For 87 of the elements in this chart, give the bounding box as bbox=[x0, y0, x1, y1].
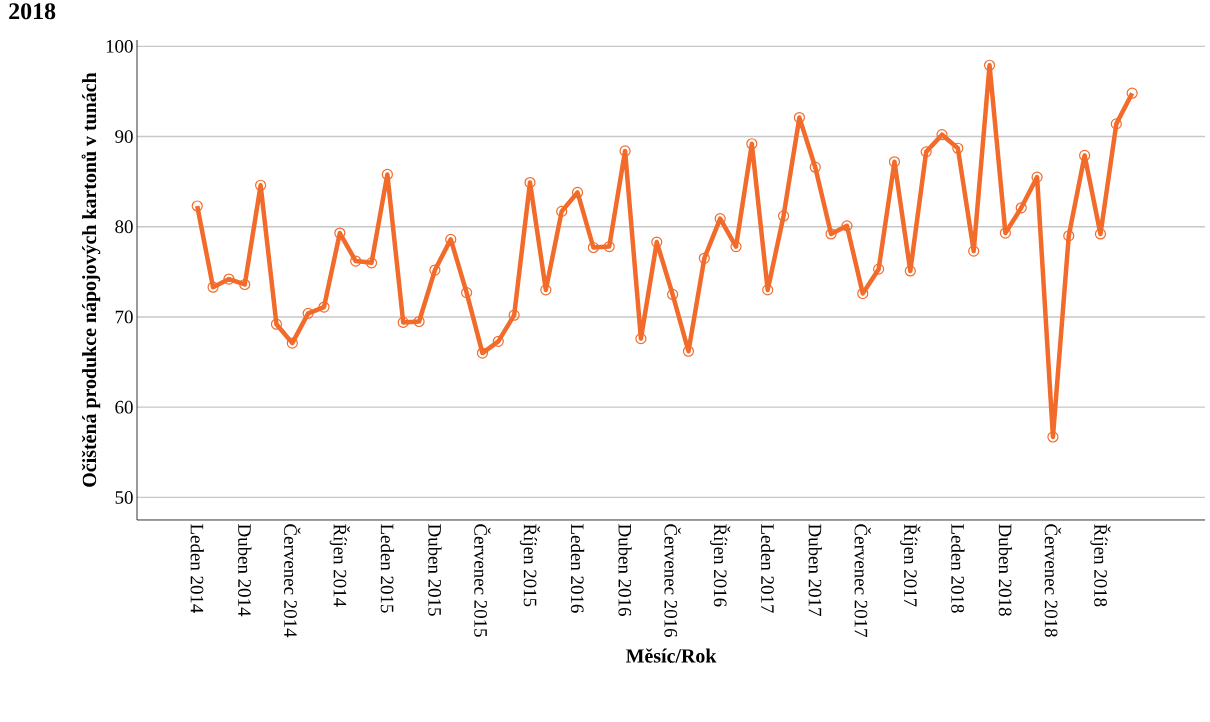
x-tick-label: Červenec 2016 bbox=[664, 524, 681, 637]
point bbox=[983, 59, 996, 71]
x-tick-label: Duben 2015 bbox=[428, 524, 442, 616]
point bbox=[445, 233, 457, 245]
point bbox=[318, 301, 330, 313]
x-tick-label: Duben 2017 bbox=[808, 524, 822, 616]
y-tick-label: 80 bbox=[115, 220, 133, 234]
point bbox=[904, 265, 916, 277]
point bbox=[350, 255, 362, 267]
point bbox=[223, 273, 235, 285]
y-tick-label: 50 bbox=[115, 491, 133, 504]
chart-title: 2018 bbox=[9, 3, 56, 20]
point bbox=[888, 156, 901, 168]
point bbox=[587, 241, 599, 254]
point bbox=[746, 138, 758, 150]
point bbox=[936, 129, 948, 141]
point bbox=[1126, 87, 1138, 99]
x-tick-label: Leden 2014 bbox=[190, 524, 204, 614]
point bbox=[191, 200, 203, 212]
point bbox=[540, 284, 552, 296]
y-tick-label: 60 bbox=[115, 400, 133, 414]
x-tick-label: Leden 2017 bbox=[761, 524, 775, 613]
point bbox=[508, 309, 520, 321]
point bbox=[207, 281, 219, 293]
x-tick-label: Leden 2018 bbox=[951, 524, 965, 613]
point bbox=[682, 345, 695, 357]
y-tick-label: 90 bbox=[115, 130, 133, 143]
point bbox=[1047, 431, 1059, 443]
point bbox=[492, 335, 504, 347]
point bbox=[1063, 230, 1075, 242]
y-axis-title: Očištěná produkce nápojových kartonů v tunách bbox=[81, 72, 101, 487]
x-tick-label: Říjen 2016 bbox=[710, 524, 731, 607]
point bbox=[524, 176, 536, 189]
x-tick-label: Červenec 2017 bbox=[854, 524, 871, 638]
x-tick-label: Červenec 2015 bbox=[474, 524, 491, 637]
point bbox=[698, 252, 710, 264]
point bbox=[762, 284, 774, 296]
point bbox=[968, 245, 980, 257]
point bbox=[381, 168, 393, 181]
x-tick-label: Leden 2015 bbox=[380, 524, 395, 613]
point bbox=[476, 347, 489, 359]
x-tick-label: Duben 2016 bbox=[618, 524, 632, 616]
point bbox=[793, 111, 805, 124]
x-tick-label: Říjen 2014 bbox=[329, 524, 350, 607]
x-tick-label: Říjen 2015 bbox=[519, 524, 541, 607]
point bbox=[714, 213, 726, 225]
point bbox=[397, 316, 409, 328]
point bbox=[1110, 118, 1122, 130]
point bbox=[841, 220, 853, 232]
x-axis-title: Měsíc/Rok bbox=[626, 648, 717, 663]
point bbox=[730, 241, 742, 253]
point bbox=[461, 287, 473, 299]
point bbox=[413, 315, 425, 328]
point bbox=[651, 236, 663, 248]
point bbox=[429, 264, 441, 276]
x-tick-label: Leden 2016 bbox=[570, 524, 585, 613]
point bbox=[619, 145, 631, 157]
point bbox=[920, 146, 932, 158]
point bbox=[239, 278, 251, 291]
point bbox=[1079, 149, 1091, 162]
x-tick-label: Červenec 2018 bbox=[1044, 524, 1062, 637]
x-tick-label: Říjen 2018 bbox=[1090, 524, 1111, 607]
point bbox=[365, 257, 378, 269]
point bbox=[270, 318, 283, 330]
point bbox=[302, 307, 314, 319]
point bbox=[635, 333, 647, 345]
point bbox=[873, 263, 885, 275]
point bbox=[603, 241, 615, 253]
point bbox=[667, 288, 679, 301]
point bbox=[334, 227, 346, 239]
y-tick-label: 100 bbox=[106, 39, 133, 53]
point bbox=[952, 142, 964, 154]
point bbox=[777, 210, 790, 222]
x-tick-label: Červenec 2014 bbox=[284, 524, 301, 638]
x-tick-label: Říjen 2017 bbox=[900, 524, 921, 607]
point bbox=[1031, 171, 1043, 183]
point bbox=[1015, 202, 1027, 214]
point bbox=[255, 179, 267, 191]
point bbox=[556, 205, 568, 218]
x-tick-label: Duben 2018 bbox=[998, 524, 1013, 616]
point bbox=[825, 228, 837, 240]
point bbox=[999, 227, 1011, 239]
point bbox=[1094, 228, 1107, 240]
point bbox=[286, 337, 298, 349]
x-tick-label: Duben 2014 bbox=[238, 524, 252, 617]
point bbox=[809, 161, 821, 173]
y-tick-label: 70 bbox=[115, 310, 133, 324]
